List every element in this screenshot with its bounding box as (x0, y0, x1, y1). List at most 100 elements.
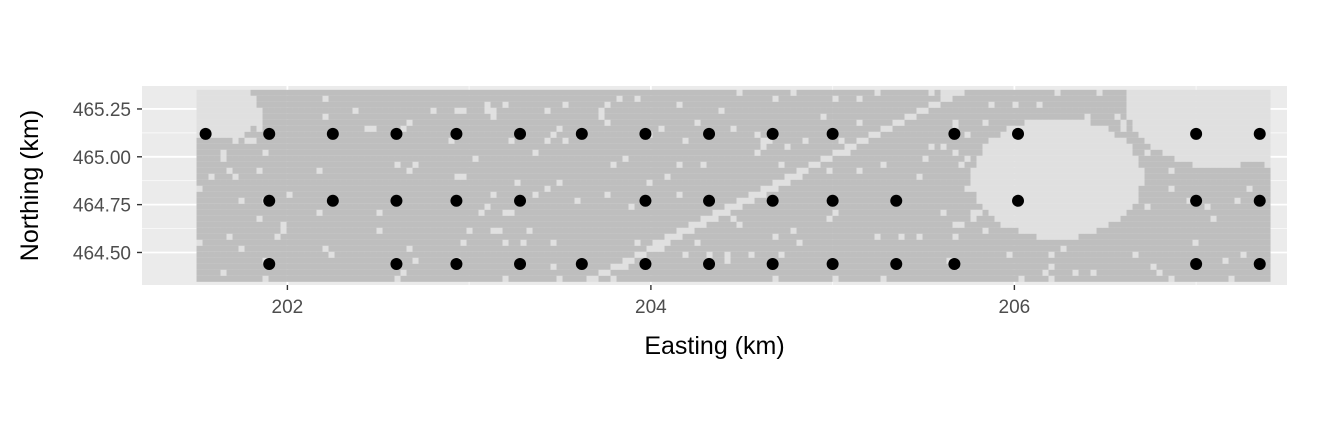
raster-cell (952, 179, 959, 186)
raster-cell (1084, 131, 1091, 138)
raster-cell (706, 149, 713, 156)
raster-cell (1084, 101, 1091, 108)
raster-cell (778, 203, 785, 210)
raster-cell (448, 107, 455, 114)
raster-cell (910, 185, 917, 192)
raster-cell (466, 125, 473, 132)
raster-cell (1216, 125, 1223, 132)
raster-cell (676, 161, 683, 168)
raster-cell (1186, 185, 1193, 192)
raster-cell (820, 245, 827, 252)
raster-cell (664, 161, 671, 168)
raster-cell (766, 173, 773, 180)
raster-cell (676, 215, 683, 222)
raster-cell (1084, 251, 1091, 258)
raster-cell (1126, 131, 1133, 138)
raster-cell (874, 173, 881, 180)
raster-cell (460, 209, 467, 216)
raster-cell (1042, 221, 1049, 228)
raster-cell (244, 95, 251, 102)
raster-cell (1018, 173, 1025, 180)
raster-cell (1246, 149, 1253, 156)
raster-cell (562, 149, 569, 156)
raster-cell (598, 245, 605, 252)
raster-cell (1102, 209, 1109, 216)
raster-cell (1186, 107, 1193, 114)
raster-cell (250, 245, 257, 252)
raster-cell (340, 233, 347, 240)
raster-cell (802, 167, 809, 174)
raster-cell (292, 131, 299, 138)
raster-cell (1120, 101, 1127, 108)
raster-cell (1030, 191, 1037, 198)
raster-cell (1216, 149, 1223, 156)
raster-cell (250, 113, 257, 120)
raster-cell (964, 185, 971, 192)
raster-cell (934, 191, 941, 198)
raster-cell (580, 107, 587, 114)
raster-cell (1162, 155, 1169, 162)
raster-cell (310, 89, 317, 96)
raster-cell (700, 161, 707, 168)
raster-cell (1234, 161, 1241, 168)
raster-cell (1228, 107, 1235, 114)
raster-cell (766, 215, 773, 222)
raster-cell (406, 155, 413, 162)
raster-cell (766, 161, 773, 168)
raster-cell (748, 107, 755, 114)
raster-cell (760, 101, 767, 108)
raster-cell (724, 245, 731, 252)
raster-cell (286, 191, 293, 198)
raster-cell (340, 95, 347, 102)
raster-cell (904, 149, 911, 156)
raster-cell (832, 179, 839, 186)
raster-cell (850, 209, 857, 216)
raster-cell (742, 131, 749, 138)
raster-cell (802, 131, 809, 138)
raster-cell (880, 107, 887, 114)
raster-cell (232, 161, 239, 168)
raster-cell (328, 101, 335, 108)
raster-cell (352, 191, 359, 198)
raster-cell (292, 161, 299, 168)
raster-cell (1072, 227, 1079, 234)
raster-cell (520, 209, 527, 216)
raster-cell (862, 125, 869, 132)
raster-cell (1180, 233, 1187, 240)
raster-cell (604, 209, 611, 216)
raster-cell (1102, 167, 1109, 174)
raster-cell (1024, 227, 1031, 234)
raster-cell (406, 143, 413, 150)
raster-cell (610, 131, 617, 138)
raster-cell (208, 203, 215, 210)
raster-cell (1036, 167, 1043, 174)
raster-cell (964, 245, 971, 252)
raster-cell (874, 251, 881, 258)
raster-cell (910, 131, 917, 138)
raster-cell (868, 185, 875, 192)
raster-cell (1090, 185, 1097, 192)
raster-cell (1084, 149, 1091, 156)
raster-cell (1222, 203, 1229, 210)
raster-cell (928, 161, 935, 168)
raster-cell (304, 185, 311, 192)
raster-cell (772, 167, 779, 174)
raster-cell (862, 215, 869, 222)
raster-cell (508, 209, 515, 216)
raster-cell (322, 119, 329, 126)
raster-cell (664, 251, 671, 258)
raster-cell (244, 239, 251, 246)
raster-cell (1012, 209, 1019, 216)
raster-cell (1024, 215, 1031, 222)
raster-cell (358, 203, 365, 210)
raster-cell (280, 209, 287, 216)
raster-cell (772, 119, 779, 126)
raster-cell (1102, 227, 1109, 234)
raster-cell (904, 209, 911, 216)
raster-cell (262, 209, 269, 216)
raster-cell (1186, 245, 1193, 252)
raster-cell (1018, 233, 1025, 240)
raster-cell (952, 209, 959, 216)
raster-cell (538, 197, 545, 204)
raster-cell (796, 161, 803, 168)
